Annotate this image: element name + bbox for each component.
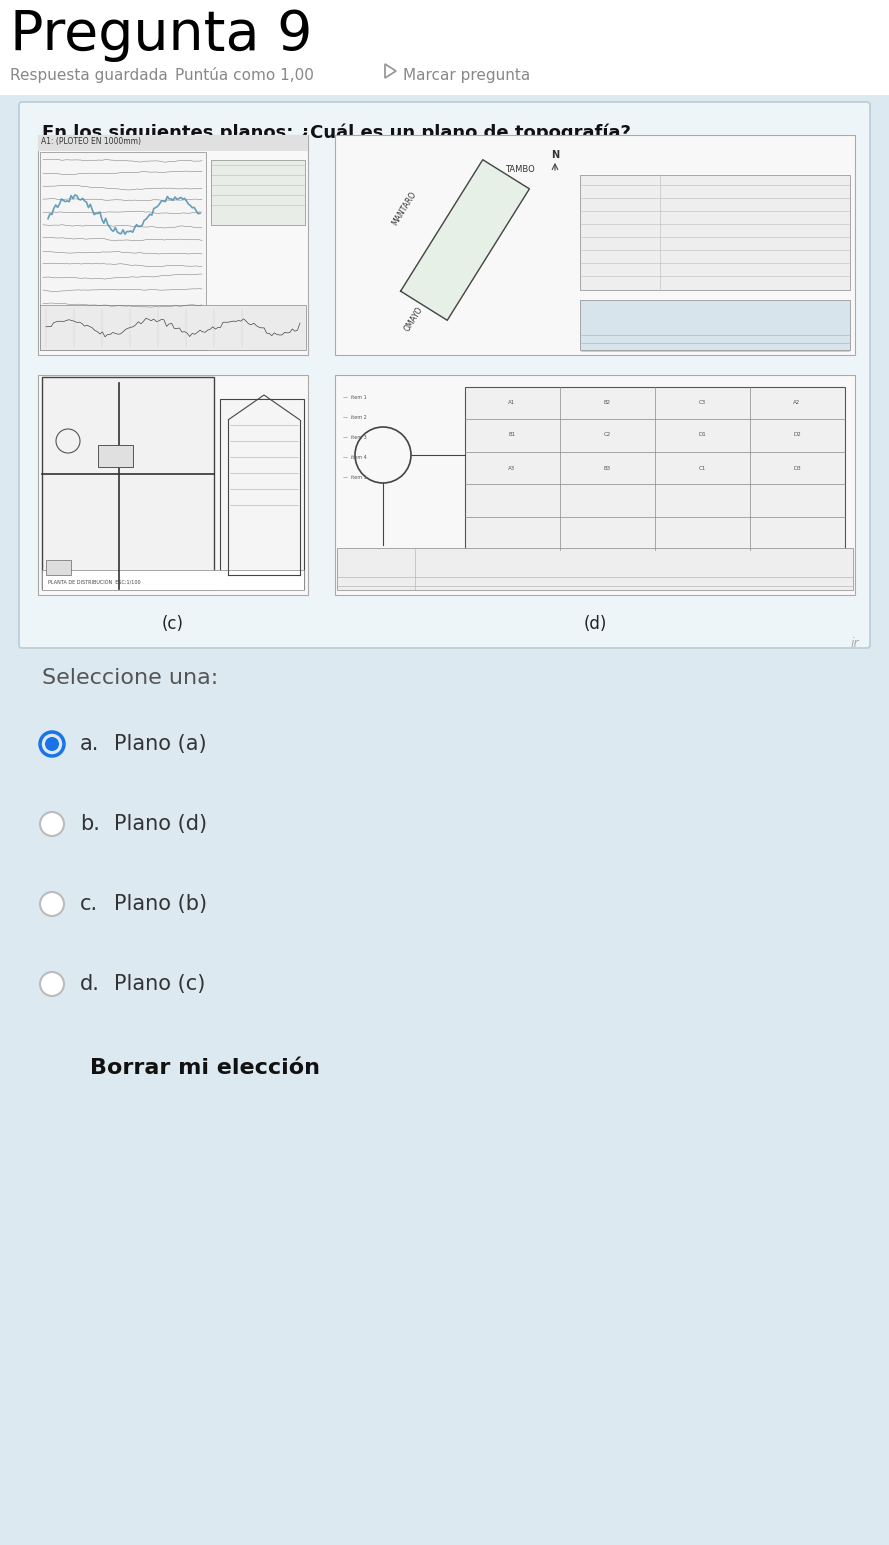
Text: D2: D2 bbox=[793, 433, 801, 437]
Circle shape bbox=[40, 891, 64, 916]
Text: D1: D1 bbox=[698, 433, 706, 437]
Text: —  item 3: — item 3 bbox=[343, 436, 367, 440]
Text: MANTARO: MANTARO bbox=[390, 190, 418, 227]
Text: D3: D3 bbox=[793, 465, 801, 471]
Text: Marcar pregunta: Marcar pregunta bbox=[403, 68, 530, 83]
Text: (c): (c) bbox=[162, 615, 184, 633]
Circle shape bbox=[45, 737, 59, 751]
Bar bbox=[46, 559, 71, 575]
Text: C3: C3 bbox=[699, 400, 706, 405]
Text: B2: B2 bbox=[604, 400, 611, 405]
Text: Plano (c): Plano (c) bbox=[114, 973, 205, 993]
Text: C2: C2 bbox=[604, 433, 611, 437]
Text: N: N bbox=[551, 150, 559, 161]
Text: B3: B3 bbox=[604, 465, 611, 471]
Text: TAMBO: TAMBO bbox=[505, 165, 535, 175]
Text: Plano (d): Plano (d) bbox=[114, 814, 207, 834]
Text: a.: a. bbox=[80, 734, 100, 754]
Text: Borrar mi elección: Borrar mi elección bbox=[90, 1058, 320, 1078]
Text: ir: ir bbox=[851, 637, 859, 650]
Bar bbox=[211, 161, 305, 226]
Bar bbox=[0, 0, 889, 94]
Bar bbox=[337, 548, 853, 590]
Text: Plano (b): Plano (b) bbox=[114, 895, 207, 915]
Text: d.: d. bbox=[80, 973, 100, 993]
Bar bbox=[465, 386, 845, 550]
Text: (d): (d) bbox=[583, 615, 606, 633]
Polygon shape bbox=[401, 159, 529, 320]
Text: —  item 5: — item 5 bbox=[343, 474, 367, 480]
Text: Puntúa como 1,00: Puntúa como 1,00 bbox=[175, 68, 314, 83]
Text: PLANTA DE DISTRIBUCIÓN  ESC:1/100: PLANTA DE DISTRIBUCIÓN ESC:1/100 bbox=[48, 579, 140, 586]
Bar bbox=[40, 304, 306, 351]
Text: (a): (a) bbox=[162, 375, 185, 392]
Text: C1: C1 bbox=[699, 465, 706, 471]
Bar bbox=[38, 375, 308, 595]
Text: A1: A1 bbox=[509, 400, 516, 405]
Bar bbox=[335, 134, 855, 355]
Bar bbox=[220, 399, 304, 589]
Text: OMAYO: OMAYO bbox=[403, 304, 425, 332]
Text: —  item 4: — item 4 bbox=[343, 454, 367, 460]
Circle shape bbox=[40, 813, 64, 836]
Text: Plano (a): Plano (a) bbox=[114, 734, 206, 754]
Bar bbox=[42, 570, 304, 590]
Bar bbox=[580, 300, 850, 351]
Bar bbox=[98, 445, 133, 467]
Text: En los siguientes planos: ¿Cuál es un plano de topografía?: En los siguientes planos: ¿Cuál es un pl… bbox=[42, 124, 631, 142]
Text: b.: b. bbox=[80, 814, 100, 834]
Circle shape bbox=[40, 972, 64, 997]
Text: A3: A3 bbox=[509, 465, 516, 471]
Text: c.: c. bbox=[80, 895, 98, 915]
Text: —  item 1: — item 1 bbox=[343, 396, 367, 400]
Bar bbox=[42, 377, 214, 589]
Bar bbox=[580, 175, 850, 290]
Bar bbox=[335, 375, 855, 595]
Text: B1: B1 bbox=[509, 433, 516, 437]
Text: A2: A2 bbox=[793, 400, 801, 405]
Text: Seleccione una:: Seleccione una: bbox=[42, 667, 219, 688]
Text: Pregunta 9: Pregunta 9 bbox=[10, 8, 312, 62]
Text: —  item 2: — item 2 bbox=[343, 416, 367, 420]
FancyBboxPatch shape bbox=[19, 102, 870, 647]
Bar bbox=[38, 134, 308, 355]
Bar bbox=[38, 134, 308, 151]
Text: (b): (b) bbox=[583, 375, 606, 392]
Text: A1: (PLOTEO EN 1000mm): A1: (PLOTEO EN 1000mm) bbox=[41, 138, 141, 145]
Text: Respuesta guardada: Respuesta guardada bbox=[10, 68, 168, 83]
Bar bbox=[40, 151, 206, 351]
